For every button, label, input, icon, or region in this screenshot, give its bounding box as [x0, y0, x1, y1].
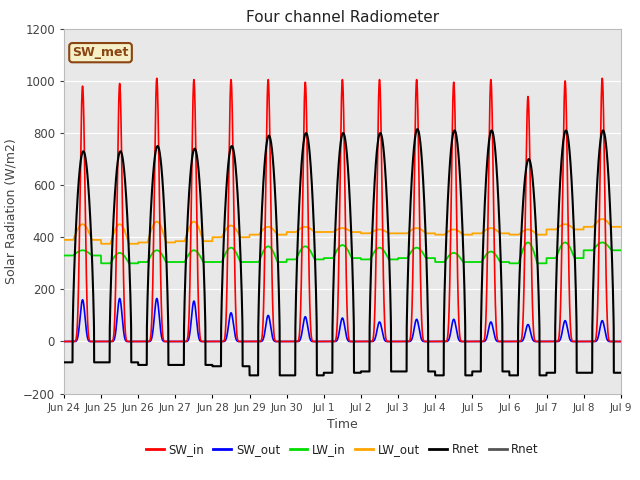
Y-axis label: Solar Radiation (W/m2): Solar Radiation (W/m2)	[4, 138, 17, 284]
Text: SW_met: SW_met	[72, 46, 129, 59]
Title: Four channel Radiometer: Four channel Radiometer	[246, 10, 439, 25]
Legend: SW_in, SW_out, LW_in, LW_out, Rnet, Rnet: SW_in, SW_out, LW_in, LW_out, Rnet, Rnet	[141, 438, 543, 461]
X-axis label: Time: Time	[327, 418, 358, 431]
